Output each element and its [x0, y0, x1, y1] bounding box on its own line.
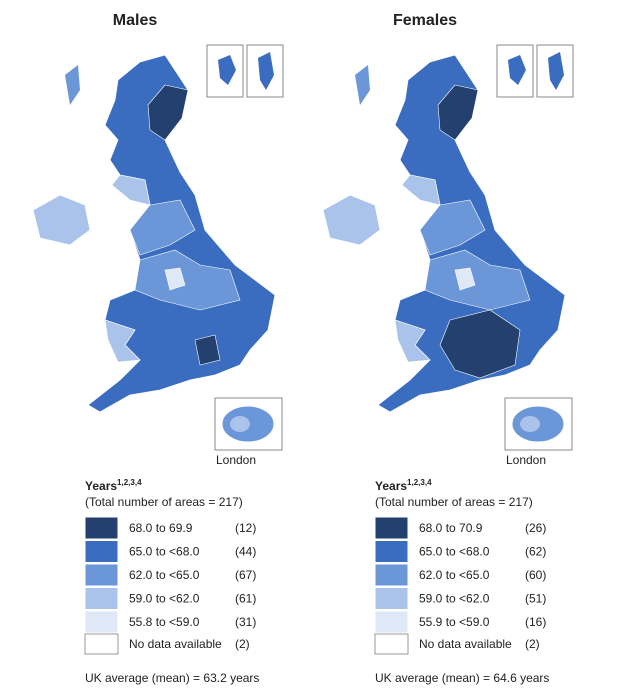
london-label: London: [216, 453, 256, 467]
legend-label: 68.0 to 70.9: [419, 521, 483, 535]
legend-heading-text: Years: [375, 479, 407, 493]
legend-swatch: [374, 516, 409, 540]
legend-count: (51): [525, 592, 546, 606]
legend-label: No data available: [419, 637, 512, 651]
legend-count: (60): [525, 568, 546, 582]
panel: Males London Years1,2,3,4 (Total number of …: [32, 12, 284, 685]
legend-label: No data available: [129, 637, 222, 651]
legend-count: (2): [525, 637, 540, 651]
map-region: [439, 309, 521, 379]
panel: Females London Years1,2,3,4 (Total number o…: [322, 12, 574, 685]
legend-label: 65.0 to <68.0: [419, 545, 490, 559]
legend-count: (12): [235, 521, 256, 535]
legend-label: 65.0 to <68.0: [129, 545, 200, 559]
legend-swatch: [374, 563, 409, 587]
legend-swatch: [374, 540, 409, 563]
legend-label: 55.8 to <59.0: [129, 615, 200, 629]
legend-swatch: [84, 540, 119, 563]
panel-title: Females: [393, 12, 457, 29]
legend-heading: Years1,2,3,4: [85, 478, 142, 493]
legend-superscript: 1,2,3,4: [407, 478, 432, 487]
legend-label: 68.0 to 69.9: [129, 521, 193, 535]
legend-label: 59.0 to <62.0: [129, 592, 200, 606]
uk-average: UK average (mean) = 63.2 years: [85, 671, 259, 685]
legend-count: (62): [525, 545, 546, 559]
legend-count: (26): [525, 521, 546, 535]
legend-label: 59.0 to <62.0: [419, 592, 490, 606]
uk-average: UK average (mean) = 64.6 years: [375, 671, 549, 685]
legend-label: 62.0 to <65.0: [419, 568, 490, 582]
legend-subheading: (Total number of areas = 217): [85, 495, 243, 509]
legend-count: (61): [235, 592, 256, 606]
legend-count: (31): [235, 615, 256, 629]
legend-superscript: 1,2,3,4: [117, 478, 142, 487]
legend-swatch: [374, 633, 409, 655]
legend-count: (67): [235, 568, 256, 582]
legend-swatch: [84, 587, 119, 610]
legend-swatch: [84, 516, 119, 540]
panel-title: Males: [113, 12, 158, 29]
legend-heading: Years1,2,3,4: [375, 478, 432, 493]
legend-count: (2): [235, 637, 250, 651]
legend-label: 55.9 to <59.0: [419, 615, 490, 629]
legend-heading-text: Years: [85, 479, 117, 493]
legend-label: 62.0 to <65.0: [129, 568, 200, 582]
legend-swatch: [374, 587, 409, 610]
london-label: London: [506, 453, 546, 467]
legend-swatch: [84, 610, 119, 634]
legend-subheading: (Total number of areas = 217): [375, 495, 533, 509]
legend-count: (16): [525, 615, 546, 629]
legend-count: (44): [235, 545, 256, 559]
legend-swatch: [374, 610, 409, 634]
map-region: [147, 84, 189, 141]
map-region: [194, 334, 221, 366]
map-region: [437, 84, 479, 141]
legend-swatch: [84, 633, 119, 655]
legend-swatch: [84, 563, 119, 587]
